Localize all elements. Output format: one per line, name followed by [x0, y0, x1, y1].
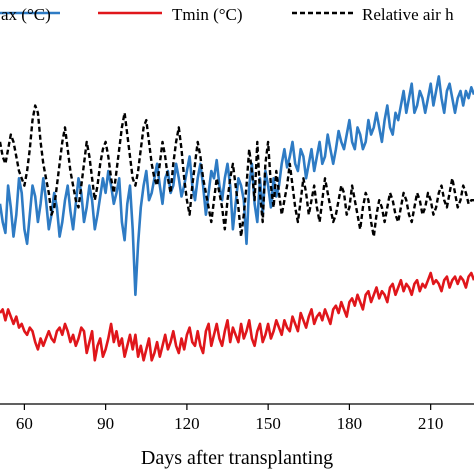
series-line-tmax	[0, 75, 474, 297]
legend: ax (°C) Tmin (°C) Relative air h	[0, 5, 454, 24]
x-tick-label: 180	[337, 414, 363, 433]
x-tick-label: 210	[418, 414, 444, 433]
series-line-tmin	[0, 271, 474, 362]
series-line-humidity	[0, 104, 474, 238]
legend-label-tmax: ax (°C)	[1, 5, 51, 24]
legend-label-humidity: Relative air h	[362, 5, 454, 24]
x-tick-label: 60	[16, 414, 33, 433]
x-tick-label: 150	[255, 414, 281, 433]
legend-label-tmin: Tmin (°C)	[172, 5, 243, 24]
x-tick-label: 90	[97, 414, 114, 433]
x-axis-title: Days after transplanting	[141, 447, 333, 469]
series-layer	[0, 75, 474, 362]
x-ticks: 60 90 120 150 180 210	[16, 404, 444, 433]
x-tick-label: 120	[174, 414, 200, 433]
